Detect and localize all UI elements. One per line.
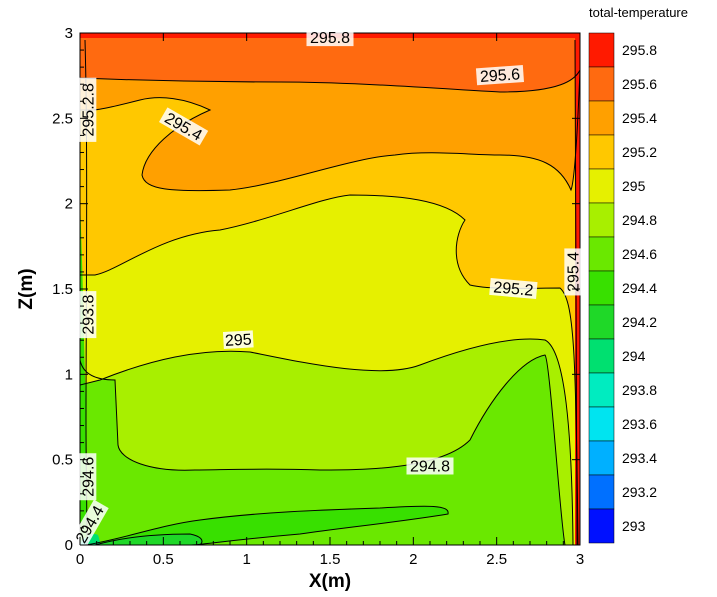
legend: 295.8 295.6 295.4 295.2 295 294.8 294.6 294.4 29… [588,32,657,544]
legend-swatch [588,270,615,306]
y-tick-label: 3 [65,25,73,42]
contour-label-bg [70,499,109,549]
legend-label: 293.2 [622,484,657,500]
contour-label: 295.4 [564,248,582,296]
x-axis-title: X(m) [309,571,351,592]
contour-label: 294.8 [406,457,454,475]
x-tick-label: 1 [242,551,250,568]
contour-line-295 [80,338,574,545]
y-tick-label: 2.5 [52,110,73,127]
legend-swatch [588,236,615,272]
contour-label-bg [564,248,582,296]
contour-label-text: 295.2.8 [80,83,97,136]
contour-fill [80,33,580,545]
x-tick-label: 2 [409,551,417,568]
y-axis-title: Z(m) [16,268,37,309]
legend-swatch [588,372,615,408]
contour-line-295-2 [80,194,579,545]
contour-label-text: 294.6 [80,457,97,497]
x-tick-label: 1.5 [320,551,341,568]
contour-line-right-wall [574,39,578,545]
legend-swatch [588,168,615,204]
legend-label: 293.8 [622,382,657,398]
y-tick-label: 0.5 [52,452,73,469]
x-tick-label: 0.5 [153,551,174,568]
contour-line-294-4 [84,505,449,545]
legend-label: 294.6 [622,246,657,262]
legend-label: 295.2 [622,144,657,160]
legend-swatch [588,440,615,476]
contour-label: 295.2 [489,277,538,300]
contour-label-bg [158,107,209,146]
band-294-2 [95,534,202,545]
legend-label: 293.6 [622,416,657,432]
legend-label: 293 [622,518,646,534]
contour-label-bg [406,457,454,475]
y-tick-label: 1.5 [52,281,73,298]
legend-swatch [588,406,615,442]
x-tick-label: 3 [576,551,584,568]
legend-title: total-temperature [589,5,688,20]
contour-label-text: 293.8 [80,294,97,334]
legend-label: 293.4 [622,450,657,466]
legend-swatch [588,32,615,68]
contour-line-294-8 [80,354,566,545]
contour-label-text: 295 [225,332,253,350]
legend-label: 295.8 [622,42,657,58]
legend-label: 295 [622,178,646,194]
contour-line-295-4 [80,69,580,192]
legend-swatch [588,304,615,340]
contour-label-bg [489,277,538,300]
contour-label: 295.6 [475,65,525,86]
x-axis: 0 0.5 1 1.5 2 2.5 3 [76,33,584,568]
contour-label-bg [79,453,97,501]
legend-swatch [588,508,615,544]
legend-label: 294.4 [622,280,657,296]
contour-label-bg [475,65,525,86]
y-tick-label: 1 [65,366,73,383]
legend-label: 294 [622,348,646,364]
y-tick-label: 0 [65,537,73,554]
legend-label: 294.2 [622,314,657,330]
legend-swatch [588,100,615,136]
contour-label: 295.2.8 [79,77,97,142]
contour-line-294-2 [94,533,203,545]
contour-label: 293.8 [79,291,97,339]
legend-swatch [588,202,615,238]
legend-label: 295.4 [622,110,657,126]
contour-label-text: 295.2 [493,279,534,299]
contour-line-295-6 [80,69,580,93]
x-tick-label: 2.5 [486,551,507,568]
y-axis: 0 0.5 1 1.5 2 2.5 3 [52,25,580,554]
band-295-6 [80,33,580,92]
legend-label: 294.8 [622,212,657,228]
contour-label-bg [222,330,254,349]
contour-label: 295 [222,330,254,350]
legend-swatch [588,66,615,102]
legend-swatch [588,134,615,170]
contour-label: 294.6 [79,453,97,501]
x-tick-label: 0 [76,551,84,568]
contour-label-text: 294.8 [410,458,450,475]
y-tick-label: 2 [65,196,73,213]
legend-label: 295.6 [622,76,657,92]
contour-label-text: 295.6 [479,66,520,86]
contour-label-text: 295.4 [565,252,582,292]
legend-swatch [588,338,615,374]
legend-swatch [588,474,615,510]
contour-label-bg [79,291,97,339]
contour-label-bg [79,77,97,142]
